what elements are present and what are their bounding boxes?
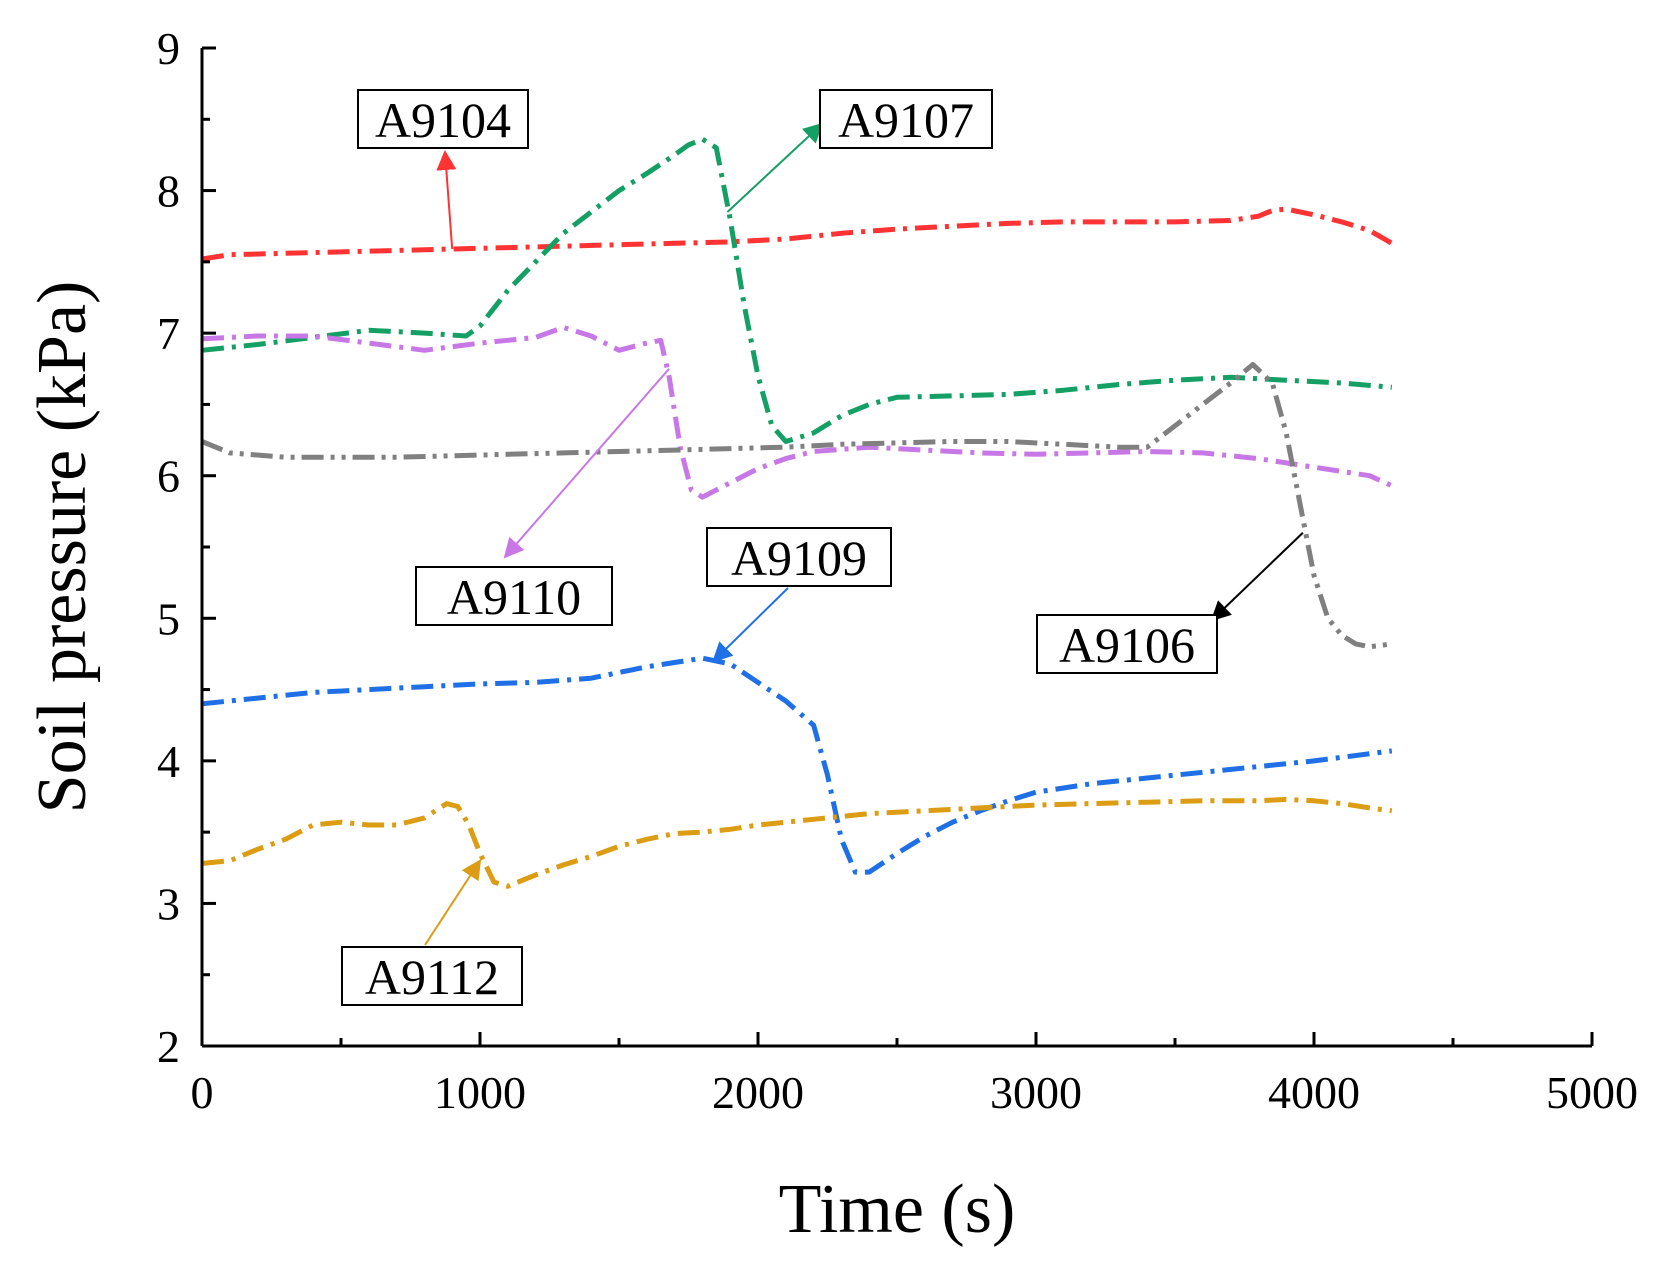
callout-label-A9107: A9107 <box>838 92 974 148</box>
callout-box-A9109 <box>706 527 892 587</box>
callout-label-A9110: A9110 <box>447 569 581 625</box>
callout-arrow-A9106 <box>1210 532 1304 622</box>
callout-box-A9110 <box>415 566 613 626</box>
callout-arrow-A9107 <box>726 122 824 213</box>
series-line-A9109 <box>201 655 1393 875</box>
series-line-A9106 <box>201 362 1393 650</box>
y-tick-label: 5 <box>157 593 180 644</box>
annotation-layer: A9104 A9107 A9110 A9109 A9106 A9112 <box>341 89 1304 1006</box>
x-tick-label: 1000 <box>434 1067 526 1118</box>
x-axis-title: Time (s) <box>779 1171 1016 1248</box>
x-tick-label: 2000 <box>712 1067 804 1118</box>
y-tick-label: 2 <box>157 1021 180 1072</box>
y-tick-label: 8 <box>157 166 180 217</box>
x-tick-label: 3000 <box>990 1067 1082 1118</box>
y-tick-label: 9 <box>157 23 180 74</box>
callout-arrow-A9109 <box>712 587 789 663</box>
callout-label-A9106: A9106 <box>1059 617 1195 673</box>
callout-box-A9112 <box>341 946 523 1006</box>
y-tick-label: 4 <box>157 736 180 787</box>
callout-arrow-A9110 <box>503 368 670 559</box>
series-line-A9104 <box>201 206 1394 262</box>
callout-arrow-A9112 <box>424 858 482 946</box>
x-tick-label: 4000 <box>1268 1067 1360 1118</box>
callout-box-A9104 <box>357 89 529 149</box>
series-line-A9110 <box>201 324 1393 500</box>
callout-label-A9104: A9104 <box>375 92 511 148</box>
callout-box-A9107 <box>819 89 993 149</box>
callout-label-A9112: A9112 <box>365 949 499 1005</box>
series-layer <box>201 136 1394 889</box>
x-tick-label: 0 <box>191 1067 214 1118</box>
y-tick-label: 3 <box>157 878 180 929</box>
callout-arrow-A9104 <box>436 150 457 250</box>
callout-label-A9109: A9109 <box>731 530 867 586</box>
y-axis-title: Soil pressure (kPa) <box>24 281 101 814</box>
y-tick-label: 6 <box>157 451 180 502</box>
series-line-A9112 <box>201 796 1393 889</box>
x-tick-label: 5000 <box>1546 1067 1638 1118</box>
callout-box-A9106 <box>1036 614 1218 674</box>
ticks-layer: 0 1000 2000 3000 4000 5000 2 3 4 5 6 7 8 9 <box>157 23 1638 1118</box>
y-tick-label: 7 <box>157 308 180 359</box>
